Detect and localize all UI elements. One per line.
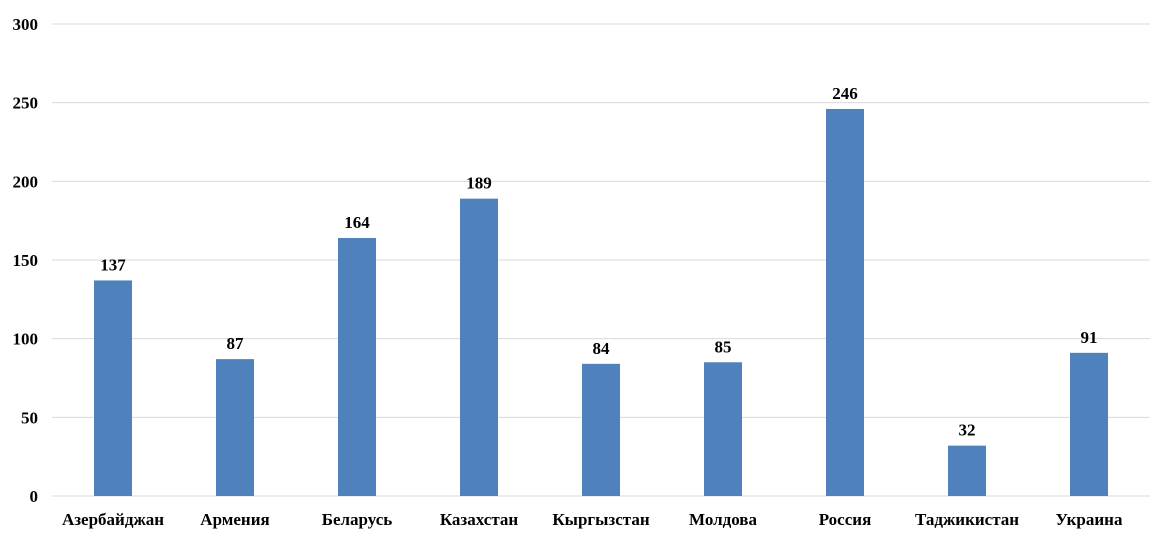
category-label: Украина [1056, 510, 1123, 529]
bars [94, 108, 1108, 497]
data-label: 32 [959, 421, 976, 440]
bar [338, 237, 376, 496]
y-tick-label: 300 [13, 15, 39, 34]
category-label: Беларусь [322, 510, 393, 529]
y-tick-label: 0 [30, 487, 39, 506]
y-tick-label: 100 [13, 330, 39, 349]
data-label: 189 [466, 174, 492, 193]
category-label: Молдова [689, 510, 757, 529]
data-label: 87 [227, 334, 245, 353]
category-label: Таджикистан [915, 510, 1019, 529]
data-label: 91 [1081, 328, 1098, 347]
bar [704, 362, 742, 496]
bar [216, 359, 254, 496]
bar [1070, 352, 1108, 496]
bar [94, 280, 132, 496]
data-label: 85 [715, 337, 732, 356]
category-label: Кыргызстан [552, 510, 649, 529]
x-axis-categories: Азербайджан Армения Беларусь Казахстан Кыргы… [62, 510, 1123, 529]
data-label: 246 [832, 84, 858, 103]
category-label: Россия [819, 510, 872, 529]
y-tick-label: 200 [13, 172, 39, 191]
category-label: Азербайджан [62, 510, 164, 529]
bar [826, 108, 864, 497]
y-tick-label: 150 [13, 251, 39, 270]
data-labels: 137 87 164 189 84 85 246 32 91 [100, 84, 1097, 440]
bar [460, 198, 498, 496]
data-label: 164 [344, 213, 370, 232]
bar [948, 445, 986, 496]
category-label: Казахстан [440, 510, 519, 529]
y-tick-label: 250 [13, 94, 39, 113]
category-label: Армения [200, 510, 269, 529]
bar [582, 363, 620, 496]
y-tick-label: 50 [21, 408, 38, 427]
y-axis-ticks: 0 50 100 150 200 250 300 [13, 15, 39, 506]
data-label: 84 [593, 339, 611, 358]
data-label: 137 [100, 255, 126, 274]
